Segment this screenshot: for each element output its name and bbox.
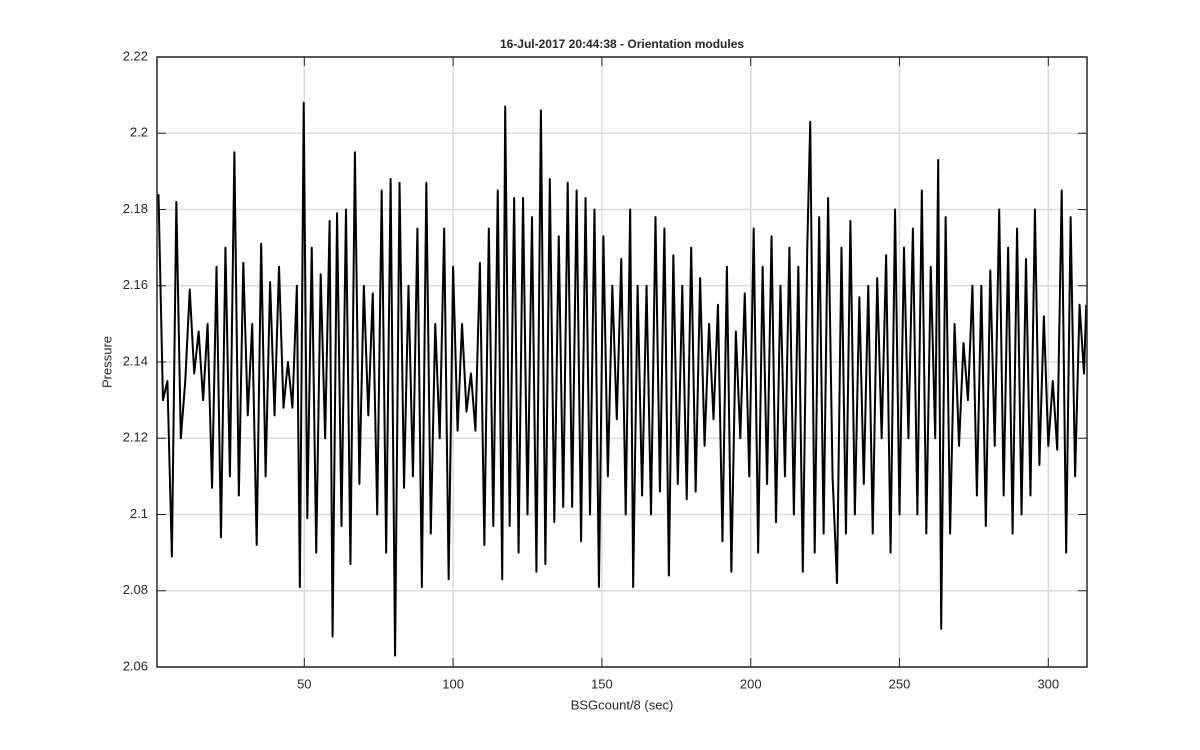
- y-axis-label: Pressure: [99, 336, 114, 388]
- y-tick-label: 2.1: [130, 506, 148, 521]
- x-tick-label: 300: [1037, 676, 1059, 691]
- x-tick-label: 150: [591, 676, 613, 691]
- x-tick-label: 50: [297, 676, 311, 691]
- y-tick-label: 2.12: [123, 430, 148, 445]
- chart-title: 16-Jul-2017 20:44:38 - Orientation modul…: [500, 37, 744, 51]
- x-tick-label: 250: [889, 676, 911, 691]
- y-tick-label: 2.16: [123, 277, 148, 292]
- data-line: [157, 101, 1088, 657]
- plot-frame: [156, 56, 1088, 668]
- y-tick-label: 2.18: [123, 201, 148, 216]
- x-tick-label: 200: [740, 676, 762, 691]
- y-tick-label: 2.08: [123, 582, 148, 597]
- y-tick-label: 2.06: [123, 658, 148, 673]
- y-tick-label: 2.2: [130, 125, 148, 140]
- x-axis-label: BSGcount/8 (sec): [571, 697, 674, 712]
- x-tick-label: 100: [442, 676, 464, 691]
- y-tick-label: 2.22: [123, 48, 148, 63]
- y-tick-label: 2.14: [123, 353, 148, 368]
